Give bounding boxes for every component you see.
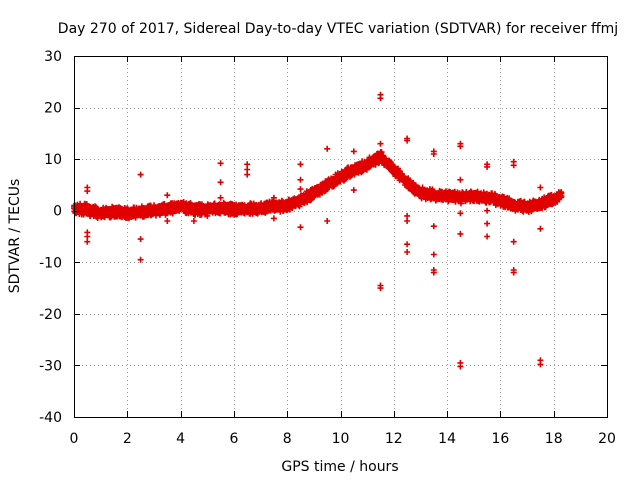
data-point <box>457 363 464 370</box>
data-point <box>484 220 491 227</box>
data-point <box>404 212 411 219</box>
data-point <box>350 187 357 194</box>
x-tick-label: 18 <box>545 431 563 447</box>
data-point <box>324 145 331 152</box>
data-point <box>510 238 517 245</box>
y-tick-label: -30 <box>39 358 62 374</box>
data-point <box>137 256 144 263</box>
data-point <box>457 176 464 183</box>
x-tick-label: 2 <box>123 431 132 447</box>
data-point <box>510 162 517 169</box>
data-point <box>297 224 304 231</box>
data-point <box>430 223 437 230</box>
data-point <box>217 194 224 201</box>
x-tick-labels: 0 2 4 6 8 10 12 14 16 18 20 <box>70 431 616 447</box>
data-point <box>537 184 544 191</box>
x-tick-label: 8 <box>283 431 292 447</box>
data-point <box>484 163 491 170</box>
x-tick-label: 20 <box>598 431 616 447</box>
data-point <box>404 249 411 255</box>
data-point <box>558 193 565 200</box>
data-point <box>244 171 251 178</box>
data-point <box>404 137 411 144</box>
y-tick-label: -10 <box>39 255 62 271</box>
y-tick-label: 0 <box>53 204 62 220</box>
x-tick-label: 4 <box>176 431 185 447</box>
x-tick-label: 16 <box>491 431 509 447</box>
data-point <box>350 148 357 155</box>
data-points <box>71 91 565 370</box>
data-point <box>430 151 437 157</box>
data-point <box>244 161 251 168</box>
data-point <box>404 241 411 248</box>
x-tick-label: 0 <box>70 431 79 447</box>
x-tick-label: 14 <box>438 431 456 447</box>
data-point <box>377 140 384 147</box>
x-tick-label: 12 <box>385 431 403 447</box>
data-point <box>537 225 544 232</box>
data-point <box>457 230 464 237</box>
data-series-sdtvar <box>71 91 565 370</box>
data-point <box>457 210 464 217</box>
chart-title: Day 270 of 2017, Sidereal Day-to-day VTE… <box>58 21 618 37</box>
data-point <box>457 143 464 150</box>
data-point <box>484 207 491 214</box>
grid-lines <box>74 56 607 417</box>
data-point <box>324 218 331 224</box>
data-point <box>297 186 304 193</box>
data-point <box>84 229 91 236</box>
y-tick-label: 30 <box>44 49 62 65</box>
x-axis-label: GPS time / hours <box>281 459 398 475</box>
data-point <box>270 215 277 222</box>
y-tick-label: -40 <box>39 410 62 426</box>
axis-ticks <box>74 56 608 418</box>
data-point <box>84 238 91 245</box>
y-tick-label: -20 <box>39 307 62 323</box>
data-point <box>190 218 197 224</box>
y-tick-label: 20 <box>44 101 62 117</box>
data-point <box>137 236 144 243</box>
data-point <box>204 212 211 219</box>
data-point <box>217 179 224 186</box>
data-point <box>244 166 251 173</box>
x-tick-label: 10 <box>332 431 350 447</box>
data-point <box>270 194 277 201</box>
y-tick-labels: 30 20 10 0 -10 -20 -30 -40 <box>39 49 62 426</box>
data-point <box>404 218 411 224</box>
data-point <box>164 218 171 224</box>
data-point <box>430 269 437 276</box>
data-point <box>484 233 491 240</box>
data-point <box>84 188 91 195</box>
data-point <box>377 95 384 102</box>
data-point <box>217 160 224 167</box>
data-point <box>164 192 171 199</box>
data-point <box>510 269 517 276</box>
data-point <box>506 195 513 202</box>
data-point <box>137 171 144 178</box>
y-tick-label: 10 <box>44 152 62 168</box>
data-point <box>297 176 304 183</box>
x-tick-label: 6 <box>229 431 238 447</box>
data-point <box>537 361 544 368</box>
data-point <box>430 251 437 258</box>
data-point <box>297 161 304 168</box>
data-point <box>377 285 384 292</box>
y-axis-label: SDTVAR / TECUs <box>7 179 23 294</box>
